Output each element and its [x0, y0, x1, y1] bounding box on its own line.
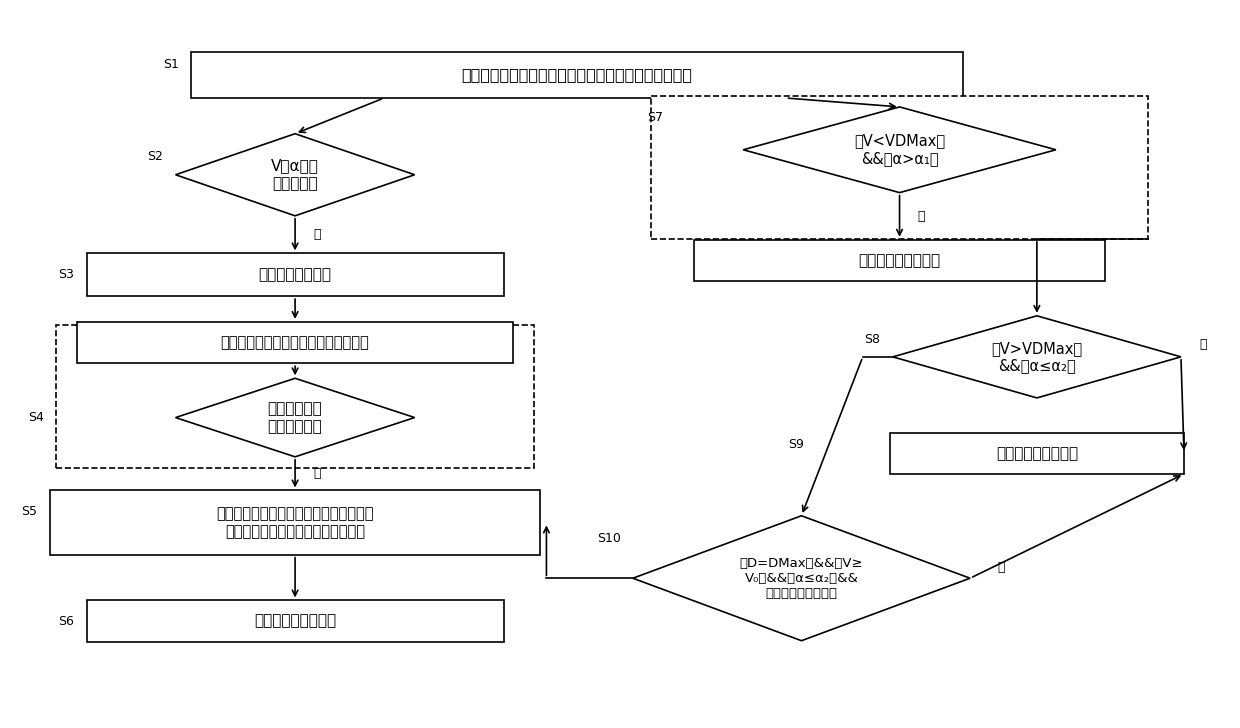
FancyBboxPatch shape	[191, 52, 963, 98]
FancyBboxPatch shape	[694, 240, 1105, 281]
Text: （V>VDMax）
&&（α≤α₂）: （V>VDMax） &&（α≤α₂）	[991, 341, 1083, 373]
Text: S8: S8	[864, 333, 880, 346]
FancyBboxPatch shape	[651, 96, 1148, 239]
Polygon shape	[632, 515, 970, 641]
Text: 输出换挡提示信号: 输出换挡提示信号	[259, 267, 331, 282]
Text: S4: S4	[27, 411, 43, 424]
Text: 是: 是	[314, 228, 321, 241]
FancyBboxPatch shape	[50, 491, 541, 555]
Polygon shape	[893, 316, 1180, 398]
Polygon shape	[743, 107, 1056, 193]
Text: 是: 是	[314, 467, 321, 480]
FancyBboxPatch shape	[87, 253, 503, 296]
Text: S2: S2	[148, 151, 164, 163]
Text: 控制所述电机的转速变化，以使得换挡后
所述离合器两端部的转速能够相匹配: 控制所述电机的转速变化，以使得换挡后 所述离合器两端部的转速能够相匹配	[216, 507, 373, 539]
Text: 是: 是	[918, 210, 925, 223]
FancyBboxPatch shape	[56, 325, 534, 467]
FancyBboxPatch shape	[77, 322, 512, 363]
Polygon shape	[176, 134, 414, 215]
Text: S5: S5	[21, 505, 37, 518]
Text: 获取所述电动摩托车的车速、转把的转角以及当前挡位: 获取所述电动摩托车的车速、转把的转角以及当前挡位	[461, 67, 693, 82]
Text: V、α满足
换挡条件？: V、α满足 换挡条件？	[272, 159, 319, 191]
Text: 控制所述离合器接合: 控制所述离合器接合	[254, 614, 336, 628]
Text: S3: S3	[58, 268, 74, 281]
FancyBboxPatch shape	[87, 601, 503, 642]
Text: 所述开关信号
为断开信号？: 所述开关信号 为断开信号？	[268, 401, 322, 434]
Text: S6: S6	[58, 614, 74, 628]
Text: 不输出换挡提示信号: 不输出换挡提示信号	[858, 253, 941, 268]
Text: S7: S7	[647, 111, 663, 124]
Text: 是: 是	[997, 561, 1004, 574]
Text: （D=DMax）&&（V≥
V₀）&&（α≤α₂）&&
（刹车装置未启动）: （D=DMax）&&（V≥ V₀）&&（α≤α₂）&& （刹车装置未启动）	[739, 557, 863, 600]
Text: S1: S1	[162, 58, 179, 71]
Text: 获取所述离合器接合或断开的开关信号: 获取所述离合器接合或断开的开关信号	[221, 335, 370, 350]
Text: S9: S9	[789, 438, 804, 451]
Text: S10: S10	[596, 532, 620, 545]
FancyBboxPatch shape	[890, 432, 1184, 474]
Text: 是: 是	[1199, 338, 1207, 350]
Text: （V<VDMax）
&&（α>α₁）: （V<VDMax） &&（α>α₁）	[854, 133, 945, 166]
Polygon shape	[176, 379, 414, 457]
Text: 控制所述离合器断开: 控制所述离合器断开	[996, 446, 1078, 461]
